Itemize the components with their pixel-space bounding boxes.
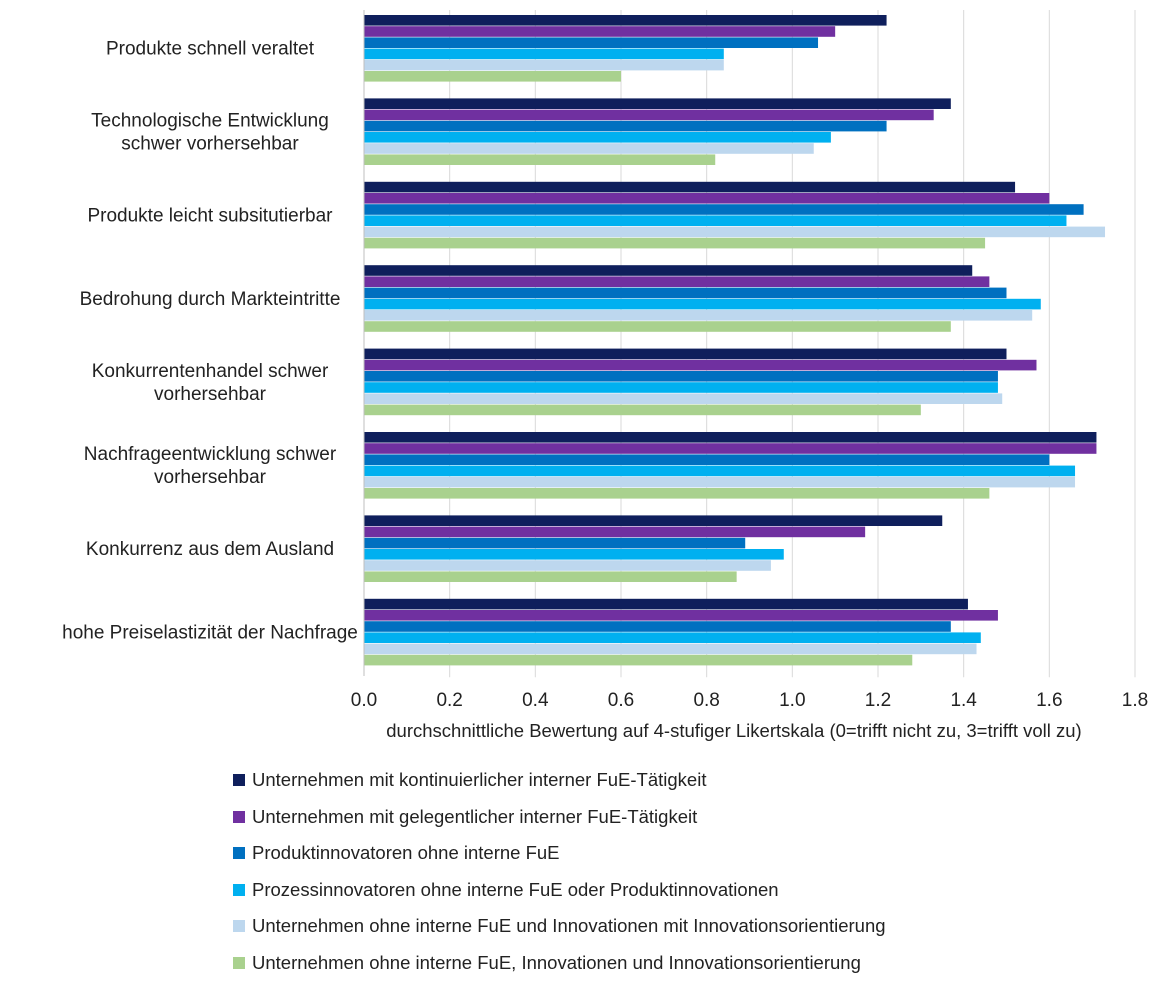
bar [364, 644, 977, 655]
legend-item: Produktinnovatoren ohne interne FuE [233, 835, 886, 872]
bar [364, 37, 818, 48]
x-tick-label: 0.2 [436, 690, 462, 711]
bar [364, 477, 1075, 488]
bar [364, 515, 942, 526]
bar [364, 655, 912, 666]
bar [364, 571, 737, 582]
bar [364, 488, 989, 499]
x-tick-label: 0.8 [693, 690, 719, 711]
bar [364, 621, 951, 632]
bar [364, 299, 1041, 310]
bar [364, 371, 998, 382]
legend-item: Unternehmen mit gelegentlicher interner … [233, 799, 886, 836]
bar [364, 49, 724, 60]
legend-label: Unternehmen mit gelegentlicher interner … [252, 806, 697, 828]
legend-label: Prozessinnovatoren ohne interne FuE oder… [252, 879, 779, 901]
category-labels: Produkte schnell veraltet Technologische … [62, 39, 358, 644]
category-label: Konkurrenz aus dem Ausland [86, 539, 334, 560]
legend-item: Prozessinnovatoren ohne interne FuE oder… [233, 872, 886, 909]
bar [364, 599, 968, 610]
legend-item: Unternehmen ohne interne FuE und Innovat… [233, 908, 886, 945]
legend-label: Unternehmen ohne interne FuE, Innovation… [252, 952, 861, 974]
x-tick-labels: 0.0 0.2 0.4 0.6 0.8 1.0 1.2 1.4 1.6 1.8 [351, 690, 1148, 711]
legend-label: Unternehmen ohne interne FuE und Innovat… [252, 915, 886, 937]
bar [364, 360, 1036, 371]
bar [364, 215, 1066, 226]
bar [364, 382, 998, 393]
bar [364, 227, 1105, 238]
bar [364, 265, 972, 276]
bar [364, 538, 745, 549]
x-tick-label: 1.6 [1036, 690, 1062, 711]
x-tick-label: 1.2 [865, 690, 891, 711]
category-label: Produkte leicht subsitutierbar [87, 206, 333, 227]
x-tick-label: 1.0 [779, 690, 805, 711]
bar [364, 288, 1007, 299]
legend-label: Produktinnovatoren ohne interne FuE [252, 842, 560, 864]
bar [364, 98, 951, 109]
x-tick-label: 0.0 [351, 690, 377, 711]
category-label: Bedrohung durch Markteintritte [80, 289, 341, 310]
legend-item: Unternehmen mit kontinuierlicher interne… [233, 762, 886, 799]
bar [364, 560, 771, 571]
bar [364, 310, 1032, 321]
bar [364, 454, 1049, 465]
bar [364, 110, 934, 121]
category-label: hohe Preiselastizität der Nachfrage [62, 623, 358, 644]
bar [364, 121, 887, 132]
x-tick-label: 0.6 [608, 690, 634, 711]
bar [364, 349, 1007, 360]
bar [364, 466, 1075, 477]
legend-swatch [233, 884, 245, 896]
bar [364, 238, 985, 249]
bar [364, 15, 887, 26]
x-tick-label: 1.8 [1122, 690, 1148, 711]
bar [364, 321, 951, 332]
bar [364, 204, 1084, 215]
bar [364, 610, 998, 621]
bar [364, 60, 724, 71]
category-label: Produkte schnell veraltet [106, 39, 315, 60]
bar [364, 405, 921, 416]
bar [364, 26, 835, 37]
legend-swatch [233, 920, 245, 932]
bar [364, 632, 981, 643]
bar-chart: Produkte schnell veraltet Technologische … [0, 0, 1162, 760]
bar [364, 393, 1002, 404]
legend: Unternehmen mit kontinuierlicher interne… [233, 762, 886, 981]
bar [364, 432, 1096, 443]
legend-swatch [233, 957, 245, 969]
x-tick-label: 1.4 [950, 690, 977, 711]
bar [364, 443, 1096, 454]
legend-label: Unternehmen mit kontinuierlicher interne… [252, 769, 706, 791]
bar [364, 527, 865, 538]
bar [364, 549, 784, 560]
bar [364, 71, 621, 82]
bar [364, 132, 831, 143]
x-tick-label: 0.4 [522, 690, 549, 711]
bar [364, 276, 989, 287]
legend-swatch [233, 847, 245, 859]
bars [364, 15, 1105, 665]
legend-item: Unternehmen ohne interne FuE, Innovation… [233, 945, 886, 981]
bar [364, 193, 1049, 204]
legend-swatch [233, 811, 245, 823]
bar [364, 182, 1015, 193]
bar [364, 154, 715, 165]
legend-swatch [233, 774, 245, 786]
bar [364, 143, 814, 154]
x-axis-title: durchschnittliche Bewertung auf 4-stufig… [386, 720, 1081, 741]
